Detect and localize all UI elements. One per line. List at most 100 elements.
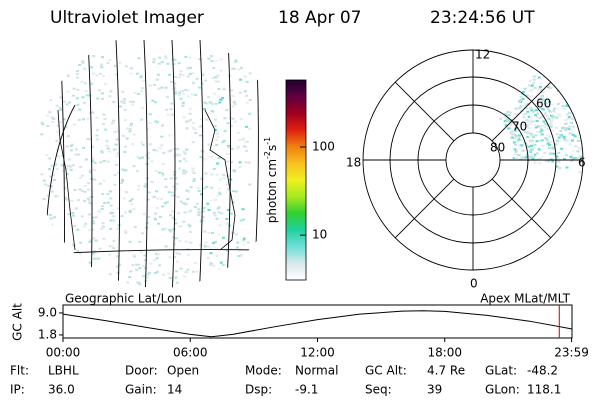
pixel xyxy=(161,163,165,166)
pixel xyxy=(546,142,550,145)
pixel xyxy=(514,113,518,116)
pixel xyxy=(551,116,555,119)
pixel xyxy=(92,55,96,58)
pixel xyxy=(528,126,532,129)
pixel xyxy=(72,123,76,126)
pixel xyxy=(191,141,195,144)
pixel xyxy=(158,215,162,218)
info-value: 14 xyxy=(167,383,182,397)
pixel xyxy=(182,202,186,205)
pixel xyxy=(142,80,146,83)
pixel xyxy=(236,131,240,134)
pixel xyxy=(200,177,204,180)
y-tick-label: 1.8 xyxy=(38,327,57,341)
pixel xyxy=(242,237,246,240)
pixel xyxy=(81,96,85,99)
pixel xyxy=(148,143,152,146)
pixel xyxy=(580,116,583,119)
pixel xyxy=(563,122,567,125)
pixel xyxy=(557,160,561,163)
pixel xyxy=(65,145,69,148)
pixel xyxy=(533,147,537,150)
pixel xyxy=(545,68,549,71)
pixel xyxy=(218,224,222,227)
pixel xyxy=(72,87,76,90)
pixel xyxy=(243,90,247,93)
pixel xyxy=(178,160,182,163)
pixel xyxy=(547,147,551,150)
pixel xyxy=(73,261,77,264)
pixel xyxy=(84,274,88,277)
pixel xyxy=(555,165,559,168)
pixel xyxy=(207,245,211,248)
pixel xyxy=(115,155,119,158)
pixel xyxy=(113,131,117,134)
pixel xyxy=(43,230,47,233)
pixel xyxy=(128,209,132,212)
pixel xyxy=(516,129,520,132)
pixel xyxy=(132,133,136,136)
pixel xyxy=(100,56,104,59)
pixel xyxy=(568,132,572,135)
pixel xyxy=(116,265,120,268)
pixel xyxy=(78,176,82,179)
pixel xyxy=(85,94,89,97)
pixel xyxy=(543,99,547,102)
pixel xyxy=(56,280,60,283)
pixel xyxy=(187,210,191,213)
pixel xyxy=(182,275,186,278)
pixel xyxy=(248,127,252,130)
pixel xyxy=(230,161,234,164)
pixel xyxy=(514,135,518,138)
pixel xyxy=(123,150,127,153)
pixel xyxy=(199,118,203,121)
pixel xyxy=(521,98,525,101)
pixel xyxy=(46,90,50,93)
pixel xyxy=(88,240,92,243)
pixel xyxy=(170,191,174,194)
pixel xyxy=(120,215,124,218)
pixel xyxy=(220,212,224,215)
pixel xyxy=(168,277,172,280)
pixel xyxy=(93,161,97,164)
pixel xyxy=(153,83,157,86)
pixel xyxy=(189,186,193,189)
pixel xyxy=(588,142,591,144)
pixel xyxy=(135,169,139,172)
pixel xyxy=(194,94,198,97)
pixel xyxy=(174,188,178,191)
pixel xyxy=(551,115,555,118)
pixel xyxy=(178,252,182,255)
pixel xyxy=(587,159,590,161)
pixel xyxy=(577,121,581,124)
pixel xyxy=(205,118,209,121)
pixel xyxy=(81,61,85,64)
pixel xyxy=(245,80,249,83)
pixel xyxy=(200,193,204,196)
pixel xyxy=(507,120,511,123)
pixel xyxy=(68,165,72,168)
pixel xyxy=(513,148,517,151)
pixel xyxy=(45,154,49,157)
pixel xyxy=(116,255,120,258)
pixel xyxy=(164,178,168,181)
pixel xyxy=(156,253,160,256)
pixel xyxy=(65,198,69,201)
pixel xyxy=(568,88,572,91)
pixel xyxy=(51,72,55,75)
pixel xyxy=(106,193,110,196)
pixel xyxy=(241,208,245,211)
info-value: 39 xyxy=(427,383,442,397)
pixel xyxy=(71,94,75,97)
pixel xyxy=(544,159,548,162)
pixel xyxy=(176,148,180,151)
pixel xyxy=(216,207,220,210)
pixel xyxy=(139,141,143,144)
pixel xyxy=(222,139,226,142)
pixel xyxy=(131,100,135,103)
pixel xyxy=(92,72,96,75)
pixel xyxy=(241,267,245,270)
pixel xyxy=(218,101,222,104)
pixel xyxy=(102,284,106,287)
pixel xyxy=(542,120,546,123)
